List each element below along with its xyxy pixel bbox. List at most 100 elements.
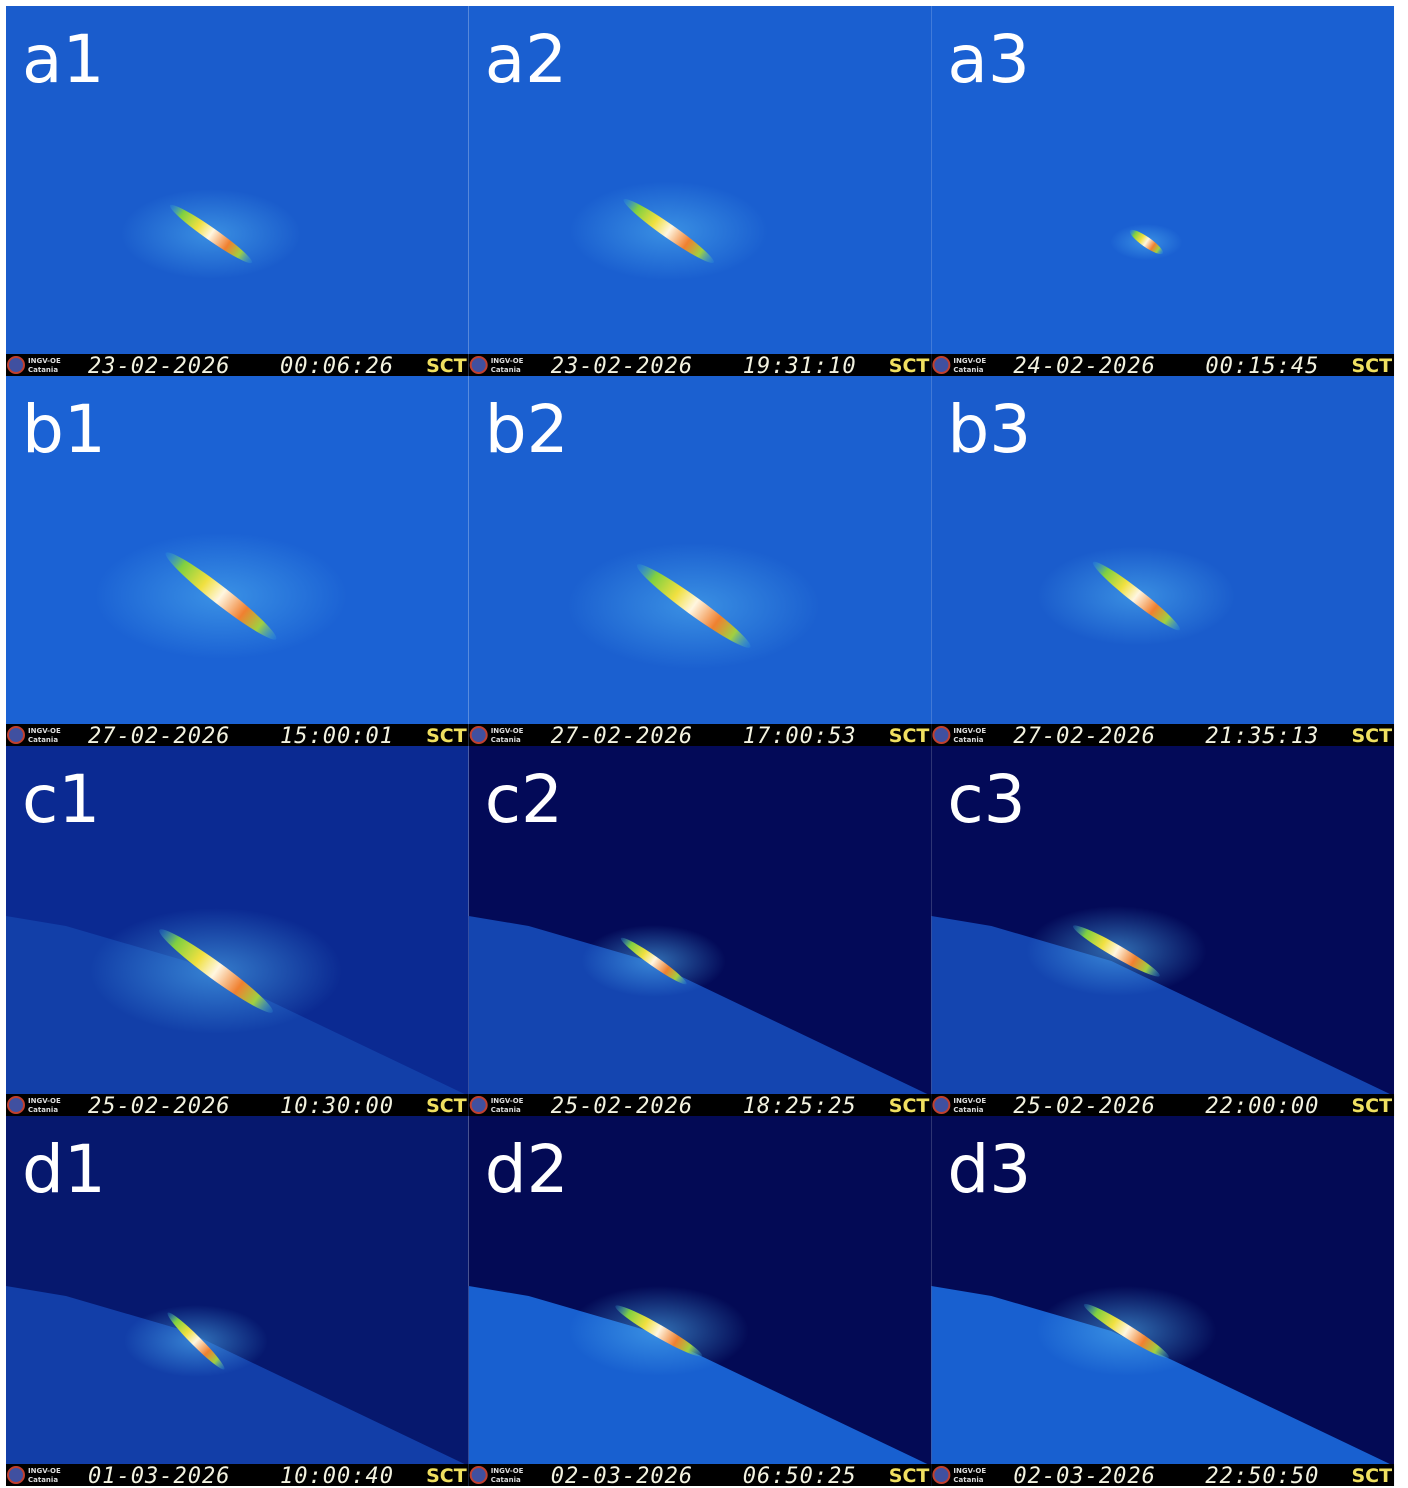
logo-place: Catania — [491, 1476, 521, 1484]
date: 27-02-2026 — [551, 724, 693, 749]
timestamp-bar — [931, 1464, 1395, 1486]
timestamp-bar — [468, 1464, 932, 1486]
time: 17:00:53 — [743, 724, 857, 749]
logo-org: INGV-OE — [953, 727, 986, 735]
time: 00:06:26 — [280, 354, 394, 379]
logo-globe — [932, 726, 951, 744]
lava-flow — [165, 552, 277, 640]
panel-label: c3 — [947, 761, 1025, 838]
logo-globe — [469, 356, 488, 374]
logo-org: INGV-OE — [491, 357, 524, 365]
lava-flow — [1092, 561, 1180, 631]
date: 23-02-2026 — [551, 354, 693, 379]
system: SCT — [426, 1465, 467, 1487]
logo-globe — [932, 1466, 951, 1484]
logo-place: Catania — [28, 1106, 58, 1114]
panel-label: b2 — [485, 391, 569, 468]
time: 21:35:13 — [1205, 724, 1319, 749]
time: 10:00:40 — [280, 1464, 394, 1488]
system: SCT — [889, 355, 930, 377]
logo-place: Catania — [491, 366, 521, 374]
lava-flow — [1129, 229, 1164, 255]
time: 18:25:25 — [743, 1094, 857, 1119]
logo-org: INGV-OE — [28, 1097, 61, 1105]
logo-org: INGV-OE — [491, 1097, 524, 1105]
logo-place: Catania — [28, 366, 58, 374]
date: 25-02-2026 — [551, 1094, 693, 1119]
logo-org: INGV-OE — [491, 727, 524, 735]
timestamp-bar — [6, 1464, 469, 1486]
lava-flow — [636, 564, 751, 648]
system: SCT — [1352, 1095, 1393, 1117]
logo-globe — [932, 356, 951, 374]
logo-place: Catania — [28, 1476, 58, 1484]
panel-label: b3 — [947, 391, 1031, 468]
date: 02-03-2026 — [551, 1464, 693, 1488]
lava-flow — [1072, 925, 1160, 977]
lava-flow — [167, 1312, 225, 1370]
system: SCT — [889, 1465, 930, 1487]
panel-label: a3 — [947, 21, 1029, 98]
logo-place: Catania — [953, 736, 983, 744]
logo-place: Catania — [28, 736, 58, 744]
date: 01-03-2026 — [88, 1464, 230, 1488]
logo-globe — [469, 1466, 488, 1484]
date: 24-02-2026 — [1013, 354, 1155, 379]
date: 02-03-2026 — [1013, 1464, 1155, 1488]
time: 06:50:25 — [743, 1464, 857, 1488]
logo-org: INGV-OE — [953, 1097, 986, 1105]
timestamp-bar — [468, 1094, 932, 1116]
time: 22:00:00 — [1205, 1094, 1319, 1119]
date: 23-02-2026 — [88, 354, 230, 379]
panel-label: a2 — [485, 21, 567, 98]
slope — [6, 1286, 469, 1486]
system: SCT — [1352, 725, 1393, 747]
logo-org: INGV-OE — [28, 1467, 61, 1475]
lava-flow — [169, 204, 253, 264]
lava-flow — [615, 1305, 703, 1357]
logo-org: INGV-OE — [953, 1467, 986, 1475]
logo-globe — [469, 726, 488, 744]
logo-place: Catania — [953, 366, 983, 374]
timestamp-bar — [468, 354, 932, 376]
system: SCT — [426, 355, 467, 377]
logo-org: INGV-OE — [953, 357, 986, 365]
logo-globe — [7, 1466, 25, 1484]
logo-globe — [7, 1096, 25, 1114]
panel-label: b1 — [22, 391, 106, 468]
time: 10:30:00 — [280, 1094, 394, 1119]
logo-place: Catania — [491, 736, 521, 744]
panel-label: a1 — [22, 21, 104, 98]
logo-globe — [932, 1096, 951, 1114]
lava-flow — [623, 198, 714, 264]
panel-label: c2 — [485, 761, 563, 838]
logo-org: INGV-OE — [28, 727, 61, 735]
lava-flow — [159, 929, 273, 1013]
panel-label: d1 — [22, 1131, 106, 1208]
timestamp-bar — [6, 724, 469, 746]
logo-globe — [469, 1096, 488, 1114]
sky — [931, 6, 1395, 376]
system: SCT — [1352, 355, 1393, 377]
timestamp-bar — [6, 354, 469, 376]
timestamp-bar — [931, 354, 1395, 376]
system: SCT — [889, 725, 930, 747]
